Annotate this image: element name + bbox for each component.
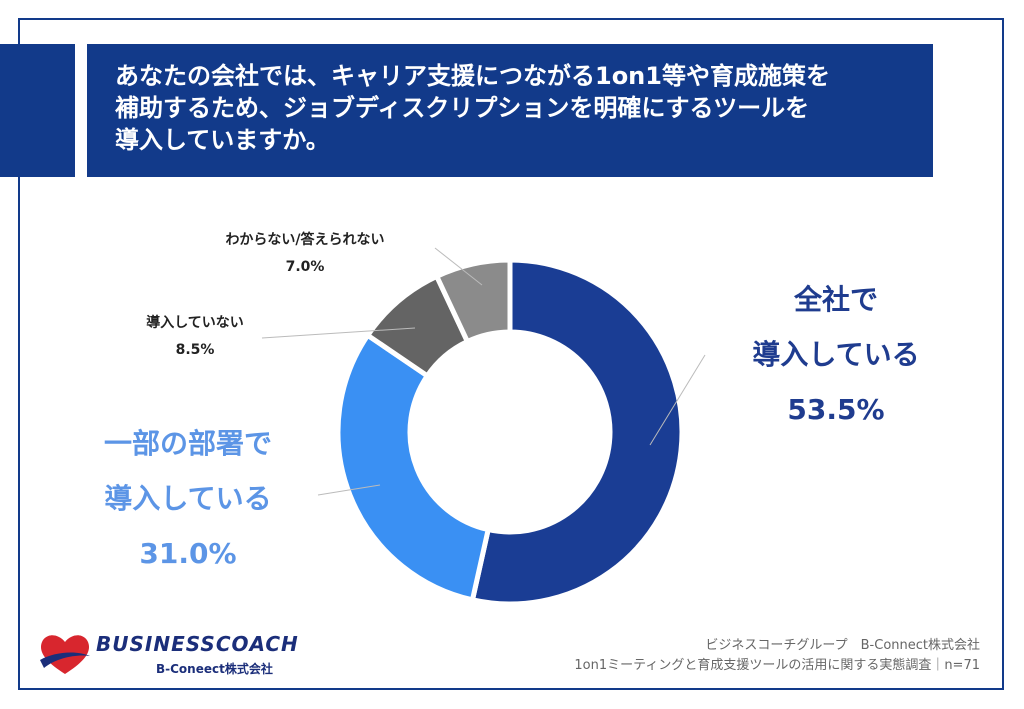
- title-box: あなたの会社では、キャリア支援につながる1on1等や育成施策を 補助するため、ジ…: [87, 44, 933, 177]
- label-all-pct: 53.5%: [787, 393, 885, 426]
- business-coach-logo: BUSINESSCOACH B-Coneect株式会社: [36, 630, 326, 678]
- logo-wordmark: BUSINESSCOACH: [96, 632, 299, 656]
- label-all-company: 全社で 導入している 53.5%: [726, 272, 946, 437]
- slice-unknown: [433, 257, 513, 345]
- label-not-pct: 8.5%: [175, 342, 215, 358]
- label-part-line1: 一部の部署で: [103, 427, 272, 460]
- source-line2: 1on1ミーティングと育成支援ツールの活用に関する実態調査｜n=71: [574, 658, 980, 673]
- leader-line-part: [317, 484, 381, 496]
- label-not-name: 導入していない: [146, 315, 244, 331]
- slice-all-company: [469, 257, 685, 607]
- label-unknown: わからない/答えられない 7.0%: [185, 229, 425, 275]
- label-unknown-pct: 7.0%: [285, 259, 325, 275]
- label-unknown-name: わからない/答えられない: [225, 232, 385, 248]
- heart-logo-icon: [40, 635, 90, 674]
- label-some-departments: 一部の部署で 導入している 31.0%: [78, 416, 298, 581]
- chart-title: あなたの会社では、キャリア支援につながる1on1等や育成施策を 補助するため、ジ…: [115, 62, 830, 154]
- slice-some-departments: [335, 331, 492, 603]
- label-part-line2: 導入している: [104, 482, 272, 515]
- label-not-introduced: 導入していない 8.5%: [120, 312, 270, 358]
- label-part-pct: 31.0%: [139, 537, 237, 570]
- source-note: ビジネスコーチグループ B-Connect株式会社 1on1ミーティングと育成支…: [574, 636, 980, 676]
- source-line1: ビジネスコーチグループ B-Connect株式会社: [705, 638, 980, 653]
- leader-line-all: [649, 354, 706, 446]
- logo-subtitle: B-Coneect株式会社: [156, 662, 273, 676]
- label-all-line1: 全社で: [793, 283, 878, 316]
- title-accent-bar: [0, 44, 75, 177]
- leader-line-not: [261, 327, 416, 339]
- leader-line-unknown: [434, 247, 483, 286]
- label-all-line2: 導入している: [752, 338, 920, 371]
